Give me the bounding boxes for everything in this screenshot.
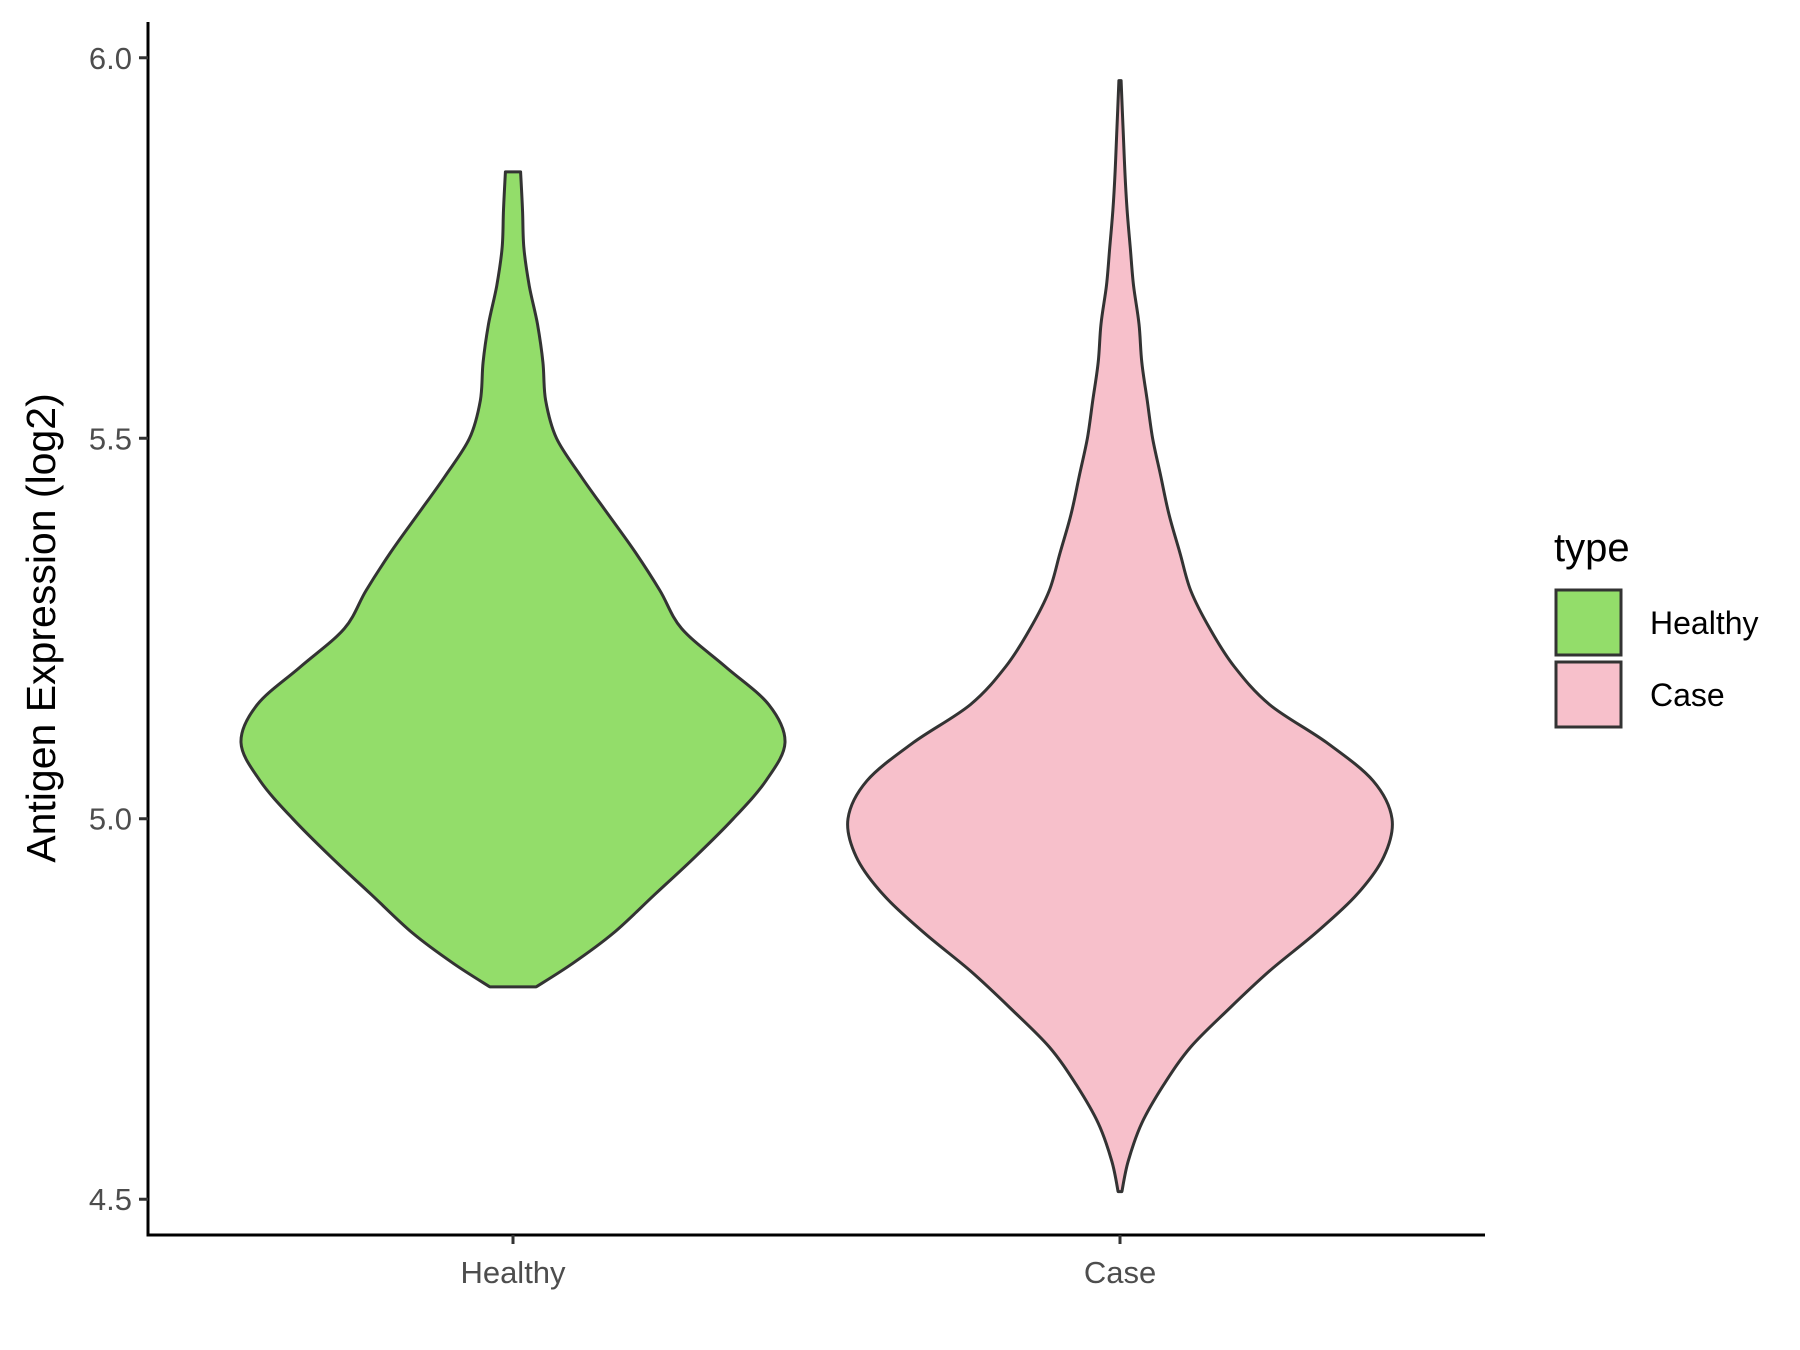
- y-axis-title: Antigen Expression (log2): [18, 393, 64, 862]
- x-tick-label: Healthy: [460, 1255, 566, 1290]
- y-tick-label: 5.5: [89, 421, 132, 456]
- violins-layer: [239, 79, 1394, 1194]
- y-tick-label: 6.0: [89, 41, 132, 76]
- y-tick-label: 5.0: [89, 802, 132, 837]
- axes-layer: [146, 22, 1485, 1237]
- y-ticks: 4.5 5.0 5.5 6.0: [89, 41, 148, 1217]
- legend-key-case: [1554, 660, 1623, 729]
- legend-label: Healthy: [1650, 605, 1759, 641]
- y-tick-label: 4.5: [89, 1182, 132, 1217]
- x-tick-label: Case: [1084, 1255, 1156, 1290]
- legend-title: type: [1554, 526, 1630, 570]
- legend-key-healthy: [1554, 588, 1623, 657]
- legend-label: Case: [1650, 677, 1725, 713]
- x-ticks: Healthy Case: [460, 1235, 1156, 1290]
- violin-healthy: [239, 170, 787, 989]
- legend: type Healthy Case: [1554, 526, 1759, 729]
- violin-case: [846, 79, 1394, 1194]
